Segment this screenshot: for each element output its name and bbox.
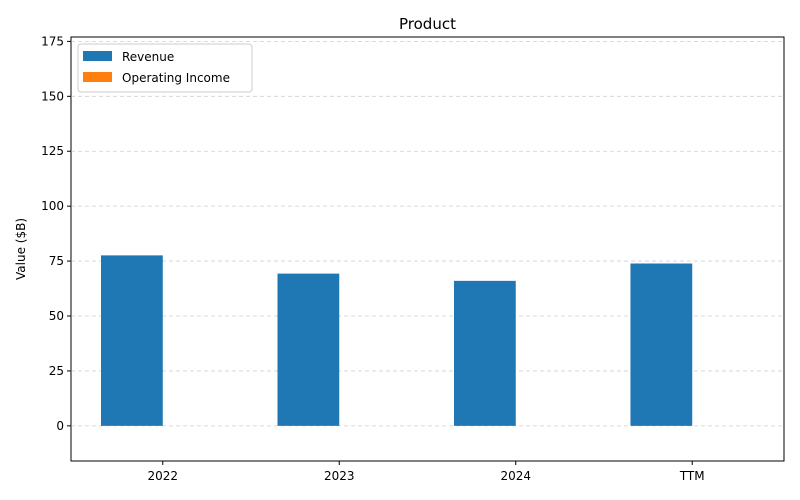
bar-revenue-2022 <box>101 255 163 426</box>
legend-label-revenue: Revenue <box>122 50 174 64</box>
x-tick-label: TTM <box>679 469 705 483</box>
x-tick-label: 2024 <box>500 469 531 483</box>
x-tick-label: 2022 <box>147 469 178 483</box>
y-tick-label: 175 <box>41 34 64 48</box>
legend-swatch-operating-income <box>83 72 112 82</box>
y-tick-label: 75 <box>49 254 64 268</box>
y-axis-ticks: 0 25 50 75 100 125 150 175 <box>41 34 71 433</box>
y-tick-label: 125 <box>41 144 64 158</box>
x-axis-ticks: 2022 2023 2024 TTM <box>147 461 705 483</box>
legend-label-operating-income: Operating Income <box>122 71 230 85</box>
legend-box <box>77 43 253 93</box>
y-tick-label: 0 <box>56 419 64 433</box>
bar-revenue-ttm <box>630 263 693 426</box>
y-tick-label: 25 <box>49 364 64 378</box>
x-tick-label: 2023 <box>324 469 355 483</box>
y-tick-label: 100 <box>41 199 64 213</box>
legend: Revenue Operating Income <box>77 43 253 93</box>
legend-swatch-revenue <box>83 51 112 61</box>
chart-title: Product <box>399 15 456 33</box>
y-tick-label: 150 <box>41 89 64 103</box>
y-tick-label: 50 <box>49 309 64 323</box>
bars <box>101 255 693 426</box>
bar-revenue-2024 <box>453 280 516 426</box>
y-axis-label: Value ($B) <box>14 218 28 280</box>
bar-revenue-2023 <box>277 273 340 426</box>
